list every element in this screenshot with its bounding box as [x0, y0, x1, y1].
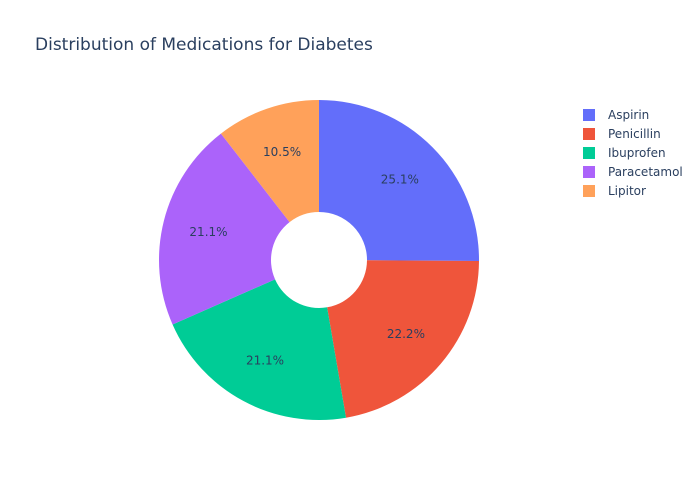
slice-percent-label: 22.2%	[387, 327, 425, 341]
legend-swatch	[583, 166, 595, 178]
legend-swatch	[583, 147, 595, 159]
pie-slice-paracetamol[interactable]	[159, 133, 290, 325]
legend-item-ibuprofen[interactable]: Ibuprofen	[583, 146, 666, 160]
legend-swatch	[583, 109, 595, 121]
legend-label: Ibuprofen	[608, 146, 666, 160]
slice-percent-label: 10.5%	[263, 145, 301, 159]
slice-percent-label: 21.1%	[246, 353, 284, 367]
legend-swatch	[583, 185, 595, 197]
pie-slice-penicillin[interactable]	[327, 260, 479, 418]
slice-percent-label: 25.1%	[381, 173, 419, 187]
legend-item-aspirin[interactable]: Aspirin	[583, 108, 649, 122]
legend-label: Paracetamol	[608, 165, 683, 179]
pie-slice-labels: 25.1% 22.2% 21.1% 21.1% 10.5%	[189, 145, 425, 367]
legend-item-paracetamol[interactable]: Paracetamol	[583, 165, 683, 179]
legend-item-penicillin[interactable]: Penicillin	[583, 127, 661, 141]
slice-percent-label: 21.1%	[189, 225, 227, 239]
legend-label: Penicillin	[608, 127, 661, 141]
legend-label: Aspirin	[608, 108, 649, 122]
pie-slices	[159, 100, 479, 420]
pie-slice-ibuprofen[interactable]	[172, 279, 347, 420]
legend-item-lipitor[interactable]: Lipitor	[583, 184, 646, 198]
pie-slice-aspirin[interactable]	[319, 100, 479, 262]
pie-slice-lipitor[interactable]	[220, 100, 319, 223]
legend-label: Lipitor	[608, 184, 646, 198]
chart-title: Distribution of Medications for Diabetes	[35, 35, 373, 55]
legend-swatch	[583, 128, 595, 140]
legend: Aspirin Penicillin Ibuprofen Paracetamol Lip…	[583, 108, 683, 198]
